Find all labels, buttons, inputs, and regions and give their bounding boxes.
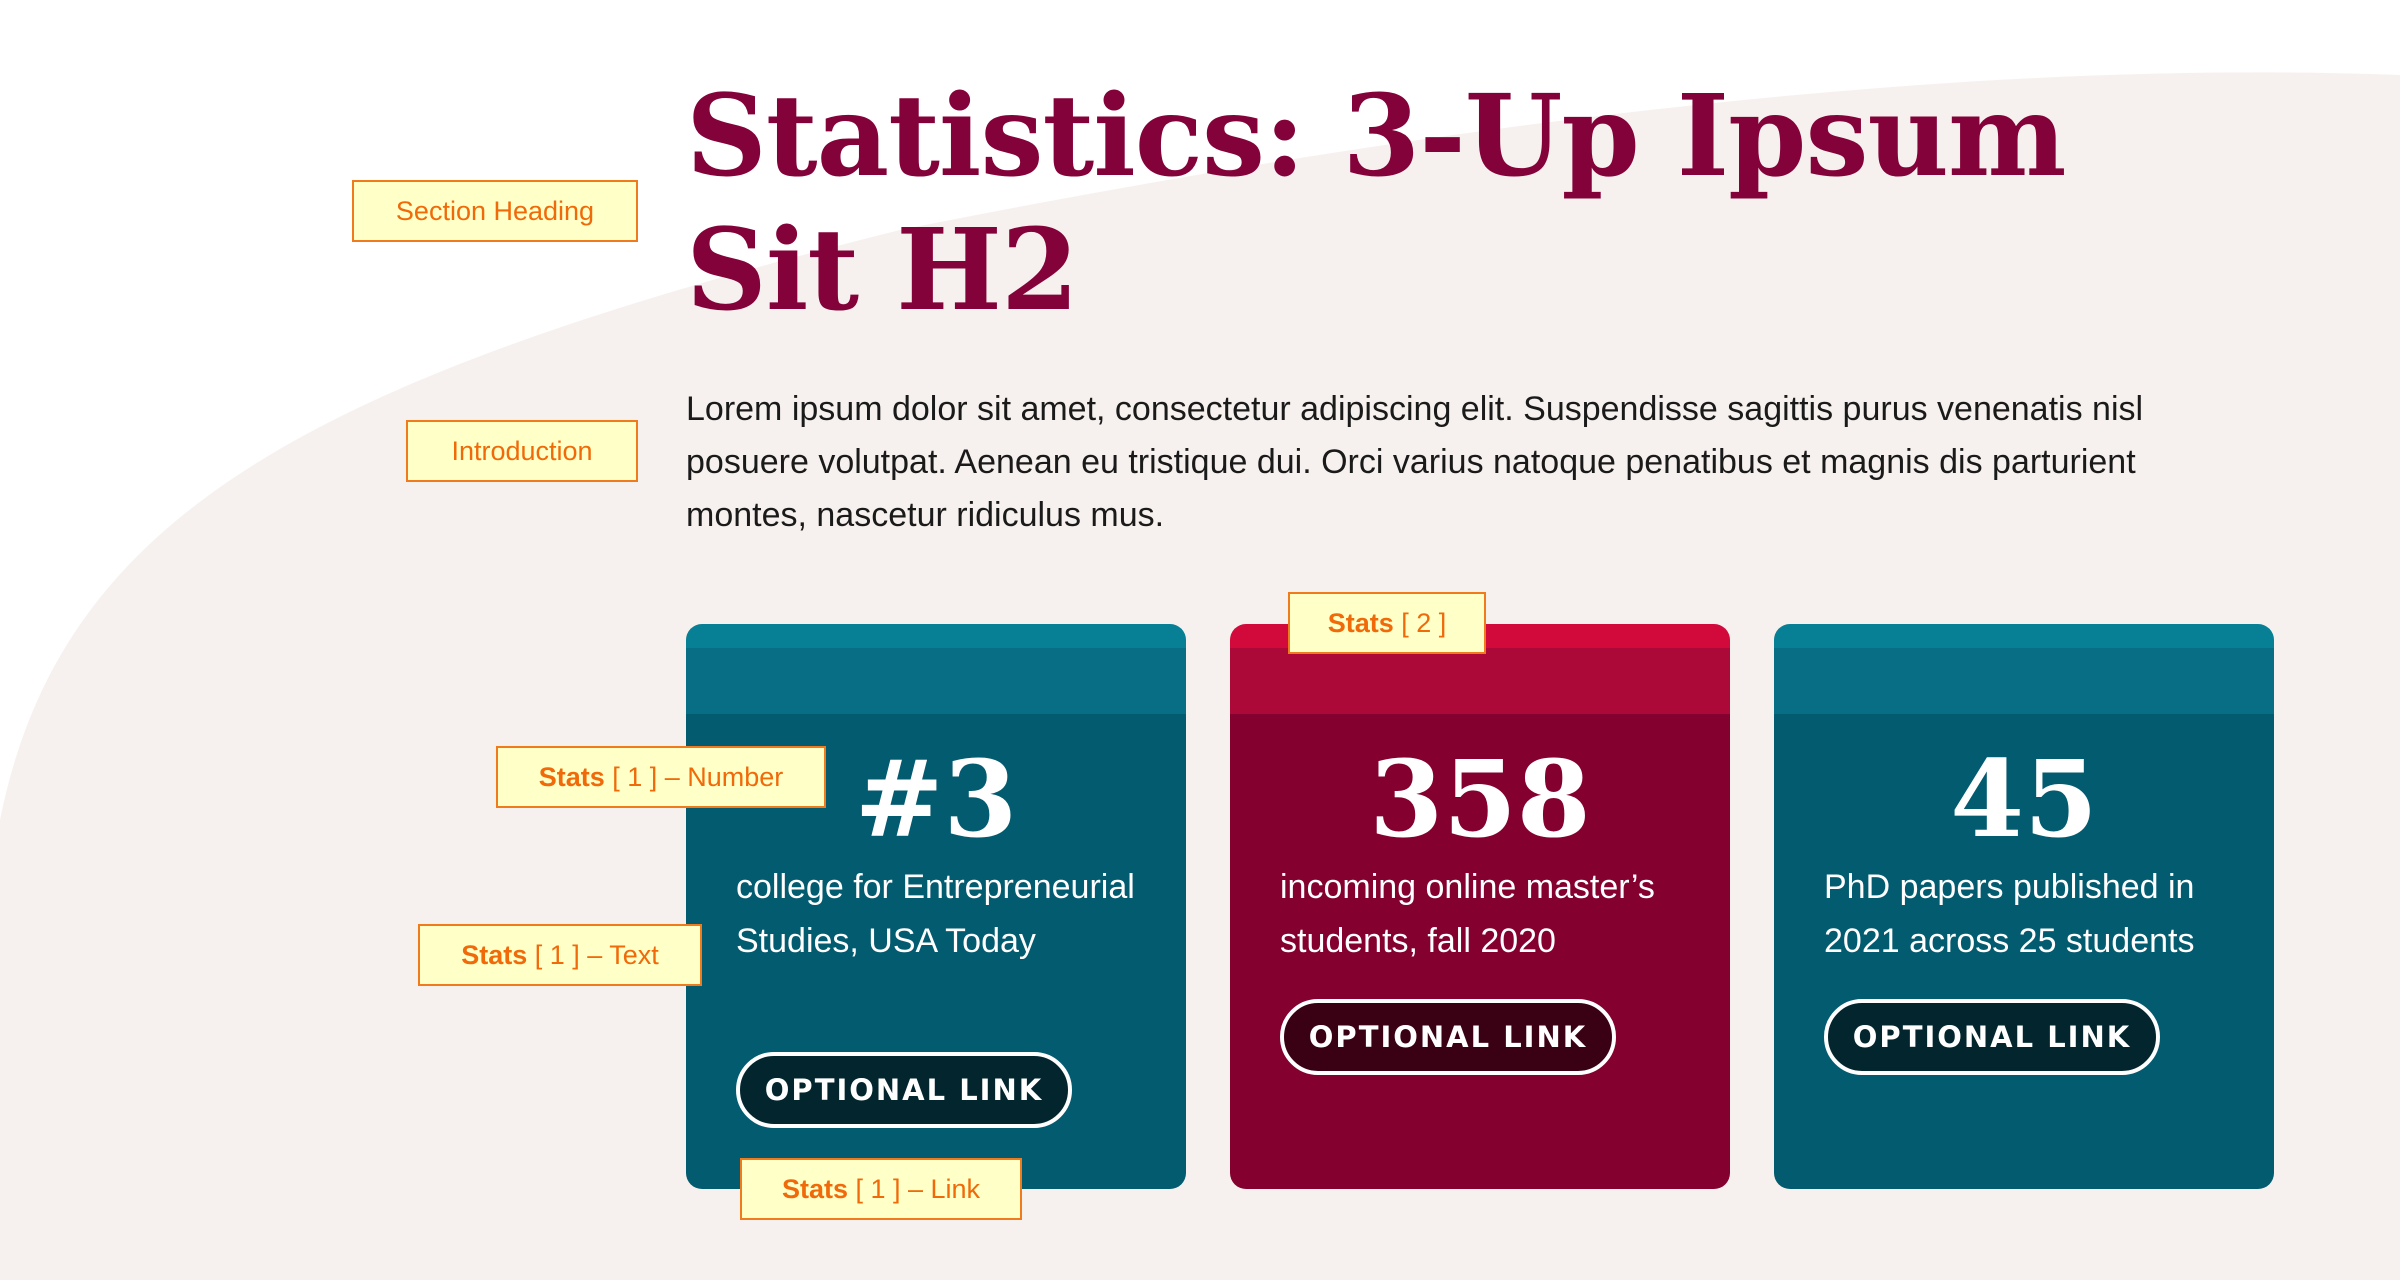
annotation-rest: [ 1 ] – Link bbox=[847, 1173, 981, 1204]
card-header-band bbox=[1230, 648, 1730, 714]
stat-text: college for Entrepreneurial Studies, USA… bbox=[736, 868, 1135, 960]
annotation-stats-1-link: Stats [ 1 ] – Link bbox=[740, 1158, 1022, 1220]
section-heading: Statistics: 3-Up Ipsum Sit H2 bbox=[686, 71, 2066, 336]
section-introduction: Lorem ipsum dolor sit amet, consectetur … bbox=[686, 390, 2144, 534]
card-body bbox=[1230, 714, 1730, 1189]
annotation-rest: [ 2 ] bbox=[1393, 607, 1447, 638]
stat-text: incoming online master’s students, fall … bbox=[1280, 868, 1655, 960]
stat-card-3: 45 PhD papers published in 2021 across 2… bbox=[1774, 624, 2274, 1189]
annotation-bold: Stats bbox=[461, 939, 528, 970]
stat-number: 358 bbox=[1369, 736, 1591, 861]
stat-text: PhD papers published in 2021 across 25 s… bbox=[1824, 868, 2195, 960]
annotation-stats-1-text: Stats [ 1 ] – Text bbox=[418, 924, 702, 986]
card-top-band bbox=[1774, 624, 2274, 648]
annotation-introduction: Introduction bbox=[406, 420, 638, 482]
annotation-stats-1-number: Stats [ 1 ] – Number bbox=[496, 746, 826, 808]
annotation-rest: [ 1 ] – Number bbox=[604, 761, 784, 792]
annotation-rest: [ 1 ] – Text bbox=[527, 939, 659, 970]
stat-card-2: 358 incoming online master’s students, f… bbox=[1230, 624, 1730, 1189]
card-header-band bbox=[686, 648, 1186, 714]
optional-link-button[interactable]: OPTIONAL LINK bbox=[1824, 999, 2160, 1075]
annotation-bold: Stats bbox=[538, 761, 605, 792]
annotation-bold: Stats bbox=[781, 1173, 848, 1204]
card-body bbox=[1774, 714, 2274, 1189]
stat-number: 45 bbox=[1950, 736, 2098, 861]
optional-link-button[interactable]: OPTIONAL LINK bbox=[736, 1052, 1072, 1128]
annotation-bold: Stats bbox=[1327, 607, 1394, 638]
stat-card-1: #3 college for Entrepreneurial Studies, … bbox=[686, 624, 1186, 1189]
optional-link-button[interactable]: OPTIONAL LINK bbox=[1280, 999, 1616, 1075]
card-header-band bbox=[1774, 648, 2274, 714]
stat-number: #3 bbox=[854, 736, 1018, 861]
annotation-section-heading: Section Heading bbox=[352, 180, 638, 242]
annotation-stats-2: Stats [ 2 ] bbox=[1288, 592, 1486, 654]
card-top-band bbox=[686, 624, 1186, 648]
